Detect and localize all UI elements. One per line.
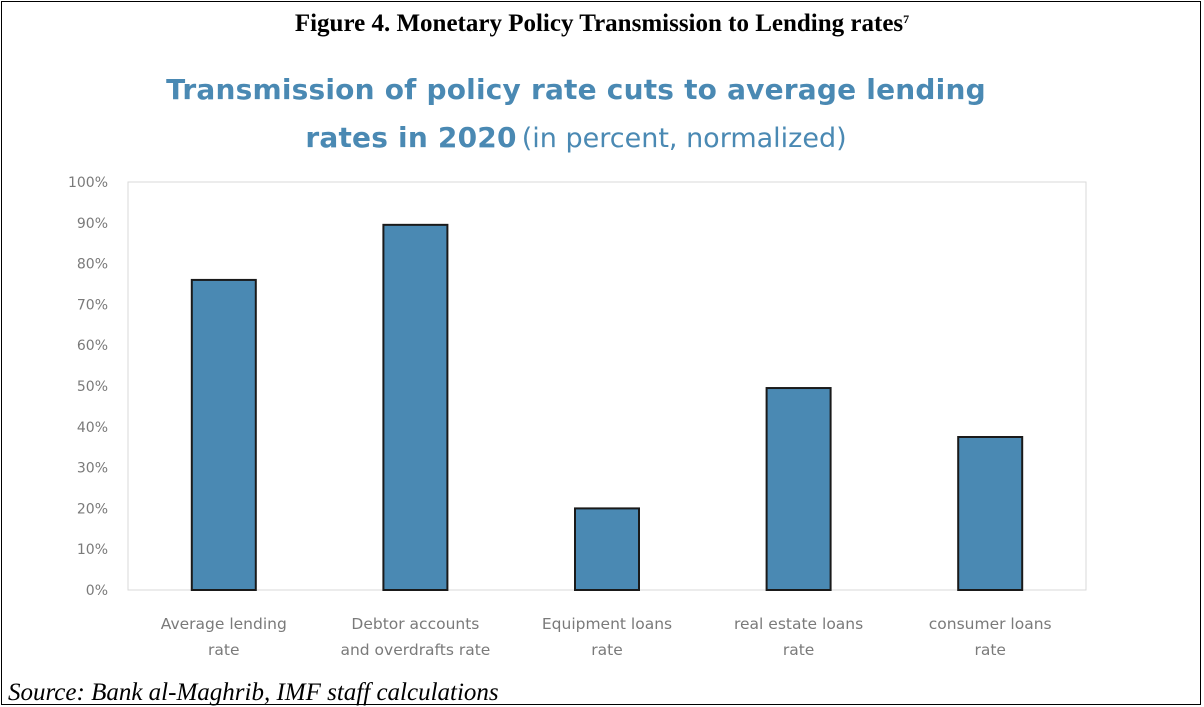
figure-footnote-marker: 7 [903, 12, 910, 26]
y-tick-label: 100% [68, 175, 108, 191]
y-tick-label: 60% [77, 338, 108, 354]
y-tick-label: 40% [77, 420, 108, 436]
figure-title-text: Figure 4. Monetary Policy Transmission t… [294, 10, 904, 37]
chart-title: Transmission of policy rate cuts to aver… [2, 68, 1150, 164]
source-note: Source: Bank al-Maghrib, IMF staff calcu… [8, 679, 499, 706]
y-tick-label: 20% [77, 501, 108, 517]
x-tick-label: and overdrafts rate [340, 641, 490, 659]
chart-title-line-2: rates in 2020 (in percent, normalized) [2, 116, 1150, 164]
bar [382, 223, 449, 591]
chart-title-bold-1: Transmission of policy rate cuts to aver… [166, 73, 986, 106]
x-tick-label: Debtor accounts [351, 615, 479, 633]
y-tick-label: 80% [77, 257, 108, 273]
x-tick-label: Average lending [161, 615, 287, 633]
x-tick-label: Equipment loans [542, 615, 672, 633]
bar [574, 507, 640, 591]
chart-title-subtitle: (in percent, normalized) [521, 123, 847, 154]
chart-title-bold-2: rates in 2020 [305, 121, 517, 154]
x-tick-label: consumer loans [929, 615, 1052, 633]
bar [190, 278, 257, 591]
x-tick-label: rate [783, 641, 814, 659]
y-tick-label: 70% [77, 297, 108, 313]
y-tick-label: 0% [86, 583, 108, 599]
x-tick-label: real estate loans [734, 615, 863, 633]
x-tick-label: rate [591, 641, 622, 659]
figure-title: Figure 4. Monetary Policy Transmission t… [2, 10, 1202, 38]
y-tick-label: 90% [77, 216, 108, 232]
y-tick-label: 30% [77, 461, 108, 477]
y-tick-label: 50% [77, 379, 108, 395]
bar [957, 436, 1024, 591]
x-tick-label: rate [974, 641, 1005, 659]
bar [765, 387, 832, 592]
y-tick-label: 10% [77, 542, 108, 558]
x-tick-label: rate [208, 641, 239, 659]
chart-title-line-1: Transmission of policy rate cuts to aver… [2, 68, 1150, 116]
